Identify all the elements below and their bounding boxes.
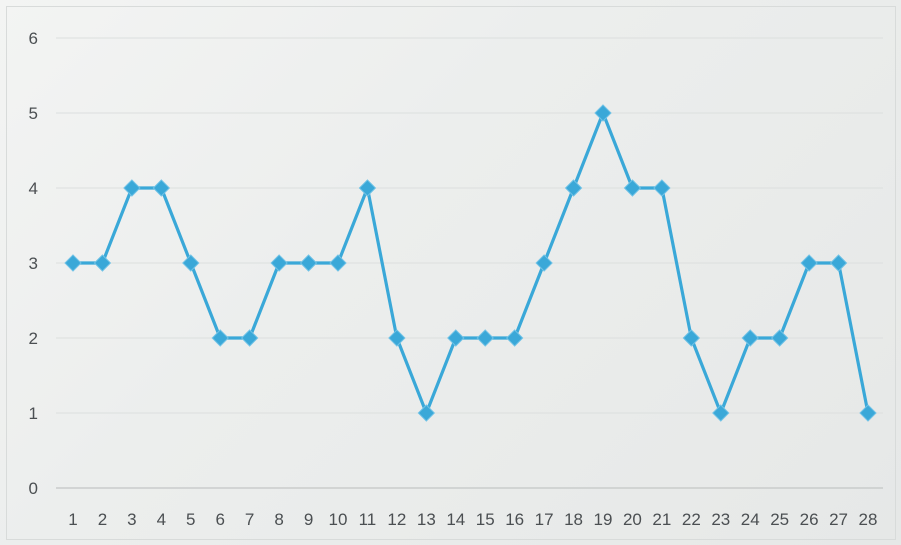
x-tick-label: 8 <box>274 510 283 529</box>
gridlines <box>56 37 883 489</box>
data-point-24 <box>741 329 759 347</box>
x-tick-label: 12 <box>387 510 406 529</box>
x-tick-label: 28 <box>859 510 878 529</box>
data-point-14 <box>447 329 465 347</box>
data-point-22 <box>682 329 701 347</box>
data-point-15 <box>476 329 494 347</box>
series-group <box>64 104 877 422</box>
x-tick-label: 1 <box>68 510 77 529</box>
y-tick-label: 5 <box>29 104 38 123</box>
data-point-7 <box>240 329 259 347</box>
x-tick-label: 19 <box>594 510 613 529</box>
x-tick-label: 9 <box>304 510 313 529</box>
data-point-3 <box>123 179 141 197</box>
data-point-19 <box>594 104 612 122</box>
y-tick-label: 4 <box>29 179 38 198</box>
x-axis-tick-labels: 1 2 3 4 5 6 7 8 9 10 11 12 13 14 15 16 17 18 19 20 21 22 23 24 2… <box>68 510 877 529</box>
y-tick-label: 1 <box>29 404 38 423</box>
data-point-18 <box>564 179 583 197</box>
data-point-13 <box>417 404 436 422</box>
y-tick-label: 3 <box>29 254 38 273</box>
data-point-27 <box>829 254 848 272</box>
x-tick-label: 10 <box>329 510 348 529</box>
x-tick-label: 11 <box>359 510 377 529</box>
x-tick-label: 15 <box>476 510 495 529</box>
data-point-20 <box>623 179 642 197</box>
data-point-16 <box>505 329 524 347</box>
x-tick-label: 23 <box>711 510 730 529</box>
data-point-5 <box>182 254 200 272</box>
x-tick-label: 20 <box>623 510 642 529</box>
y-tick-label: 0 <box>29 479 38 498</box>
x-tick-label: 25 <box>770 510 789 529</box>
y-tick-label: 2 <box>29 329 38 348</box>
x-tick-label: 13 <box>417 510 436 529</box>
x-tick-label: 14 <box>446 510 465 529</box>
data-point-28 <box>859 404 877 422</box>
y-tick-label: 6 <box>29 29 38 48</box>
data-point-1 <box>64 254 82 272</box>
y-axis-tick-labels: 0 1 2 3 4 5 6 <box>29 29 38 498</box>
x-tick-label: 17 <box>535 510 554 529</box>
data-point-26 <box>800 254 818 272</box>
x-tick-label: 7 <box>245 510 254 529</box>
x-tick-label: 24 <box>741 510 760 529</box>
x-tick-label: 3 <box>127 510 136 529</box>
x-tick-label: 5 <box>186 510 195 529</box>
data-point-10 <box>329 254 347 272</box>
x-tick-label: 18 <box>564 510 583 529</box>
data-point-6 <box>211 329 229 347</box>
chart-frame <box>6 6 896 540</box>
x-tick-label: 4 <box>157 510 166 529</box>
data-point-23 <box>712 404 730 422</box>
x-tick-label: 6 <box>215 510 224 529</box>
data-point-11 <box>358 179 377 197</box>
data-point-25 <box>770 329 789 347</box>
data-point-4 <box>152 179 171 197</box>
x-tick-label: 16 <box>505 510 524 529</box>
data-point-9 <box>299 254 318 272</box>
data-point-2 <box>93 254 112 272</box>
series-line <box>73 111 870 415</box>
x-tick-label: 22 <box>682 510 701 529</box>
x-tick-label: 26 <box>800 510 819 529</box>
data-point-12 <box>388 329 406 347</box>
x-tick-label: 21 <box>652 510 671 529</box>
data-point-21 <box>653 179 671 197</box>
data-point-8 <box>270 254 288 272</box>
x-tick-label: 2 <box>98 510 107 529</box>
x-tick-label: 27 <box>829 510 848 529</box>
data-point-17 <box>535 254 553 272</box>
